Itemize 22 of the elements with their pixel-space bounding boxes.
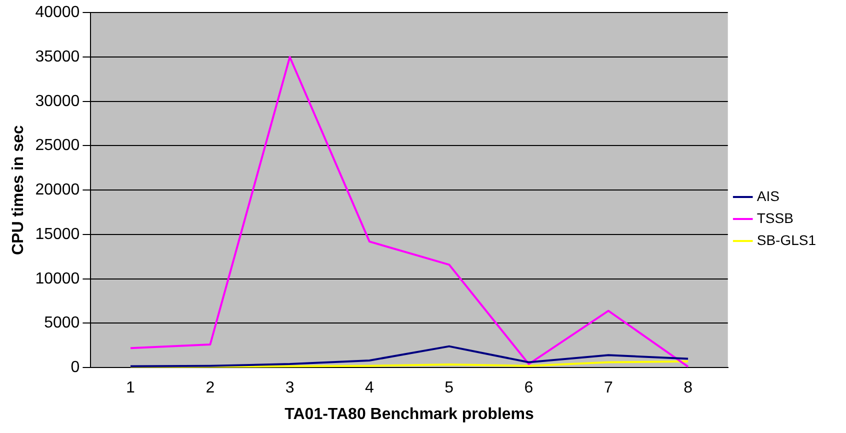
legend-label: SB-GLS1: [756, 232, 816, 248]
y-tick-label: 15000: [35, 226, 80, 243]
x-tick-label: 7: [604, 380, 613, 397]
y-tick-label: 40000: [35, 4, 80, 22]
x-tick-label: 1: [126, 380, 136, 397]
y-tick-label: 20000: [35, 182, 80, 199]
x-tick-label: 3: [285, 380, 294, 397]
y-tick-label: 35000: [35, 48, 80, 66]
legend-label: AIS: [756, 188, 780, 204]
x-tick-label: 6: [524, 380, 534, 397]
x-tick-label: 8: [684, 380, 693, 397]
y-tick-label: 5000: [44, 314, 80, 332]
y-tick-label: 10000: [35, 270, 80, 288]
y-tick-label: 30000: [35, 92, 80, 110]
y-axis-title: CPU times in sec: [10, 125, 28, 256]
x-tick-label: 2: [206, 380, 215, 397]
y-tick-label: 0: [70, 359, 80, 376]
x-axis-title: TA01-TA80 Benchmark problems: [284, 406, 534, 423]
legend-label: TSSB: [756, 210, 794, 226]
y-tick-label: 25000: [35, 137, 80, 154]
x-tick-label: 5: [444, 380, 454, 397]
x-tick-label: 4: [365, 380, 374, 397]
